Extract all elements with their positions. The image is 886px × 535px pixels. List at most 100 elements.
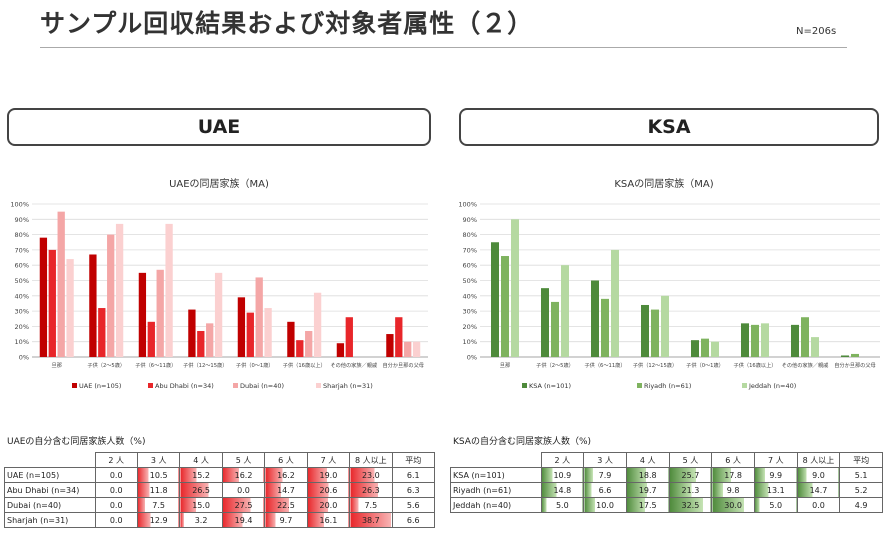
bar [66,259,74,357]
table-cell: 0.0 [796,497,841,513]
table-cell: 25.7 [668,467,713,483]
bar [651,309,659,357]
table-cell: 17.5 [625,497,670,513]
bar [761,323,769,357]
y-tick-label: 60% [463,262,477,270]
x-category-label: 旦那 [500,361,510,369]
table-cell: 9.7 [264,512,308,528]
y-tick-label: 60% [15,262,29,270]
table-cell: 30.0 [711,497,755,513]
table-cell: 14.7 [264,482,308,498]
bar [57,211,65,357]
x-category-label: 子供（0～1歳） [236,361,274,369]
table-cell: 38.7 [349,512,393,528]
table-cell: 15.0 [179,497,223,513]
table-cell: 23.0 [349,467,393,483]
bar [264,308,272,357]
y-tick-label: 0% [467,354,477,362]
table-cell: 0.0 [94,497,138,513]
bar [188,309,196,357]
table-cell: 22.5 [264,497,308,513]
table-column-header: 8 人以上 [796,452,841,468]
row-label: Riyadh (n=61) [450,482,542,498]
y-tick-label: 70% [15,246,29,254]
y-tick-label: 80% [15,231,29,239]
y-tick-label: 0% [19,354,29,362]
ksa-household-chart: KSAの同居家族（MA) 0% 10% 20% 30% 40% 50% 60% 70% 80% 90… [458,177,880,390]
x-category-label: 旦那 [52,361,62,369]
table-average-cell: 4.9 [839,497,883,513]
bar [851,353,859,357]
bar [107,234,115,357]
bar [801,317,809,357]
table-cell: 9.0 [796,467,841,483]
row-label: Dubai (n=40) [4,497,96,513]
bar [501,256,509,357]
row-label: UAE (n=105) [4,467,96,483]
x-category-label: 子供（6～11歳） [584,361,625,369]
table-cell: 16.2 [264,467,308,483]
x-category-label: 子供（6～11歳） [135,361,176,369]
y-tick-label: 90% [15,216,29,224]
bar [296,340,304,357]
table-cell: 21.3 [668,482,713,498]
y-tick-label: 80% [463,231,477,239]
table-cell: 11.8 [136,482,181,498]
y-tick-label: 30% [463,308,477,316]
table-average-cell: 5.2 [839,482,883,498]
table-corner [450,452,542,468]
table-average-cell: 6.3 [391,482,436,498]
bar [412,341,421,357]
legend-label: Jeddah (n=40) [748,382,796,390]
table-column-header: 6 人 [711,452,755,468]
uae-table-title: UAEの自分含む同居家族人数（%) [7,437,146,447]
row-label: Abu Dhabi (n=34) [4,482,96,498]
table-cell: 6.6 [583,482,627,498]
table-average-cell: 6.1 [391,467,436,483]
row-label: KSA (n=101) [450,467,542,483]
bar [601,298,609,357]
bar [395,317,403,357]
bar [206,323,214,357]
table-cell: 10.5 [136,467,181,483]
table-cell: 3.2 [179,512,223,528]
bar [591,280,599,357]
bar [313,292,322,357]
bar [386,334,394,357]
x-category-label: 自分か旦那の父母 [834,361,876,369]
region-header-uae: UAE [7,108,431,146]
table-column-header: 7 人 [753,452,798,468]
table-cell: 12.9 [136,512,181,528]
bar [711,341,719,357]
table-column-header: 7 人 [306,452,351,468]
table-cell: 20.0 [306,497,351,513]
y-tick-label: 20% [15,323,29,331]
y-tick-label: 50% [463,277,477,285]
y-tick-label: 100% [458,201,477,209]
uae-household-chart: UAEの同居家族（MA) 0% 10% 20% 30% 40% 50% 60% 70% 80% 90… [10,177,428,390]
bar [491,242,499,357]
bar [541,288,549,357]
table-column-header: 平均 [391,452,436,468]
table-cell: 13.1 [753,482,798,498]
bar [345,317,353,357]
table-average-cell: 5.1 [839,467,883,483]
region-header-ksa: KSA [459,108,879,146]
table-column-header: 2 人 [540,452,585,468]
y-tick-label: 10% [15,338,29,346]
table-cell: 0.0 [94,482,138,498]
bar [751,324,759,357]
table-cell: 19.0 [306,467,351,483]
table-cell: 16.2 [221,467,266,483]
bar [115,223,124,357]
y-tick-label: 100% [10,201,29,209]
bar [214,272,223,357]
legend-swatch [148,383,153,388]
y-tick-label: 20% [463,323,477,331]
bar [147,321,155,357]
bar [511,219,519,357]
x-category-label: 子供（2～5歳） [536,361,574,369]
table-cell: 19.4 [221,512,266,528]
y-tick-label: 40% [15,292,29,300]
